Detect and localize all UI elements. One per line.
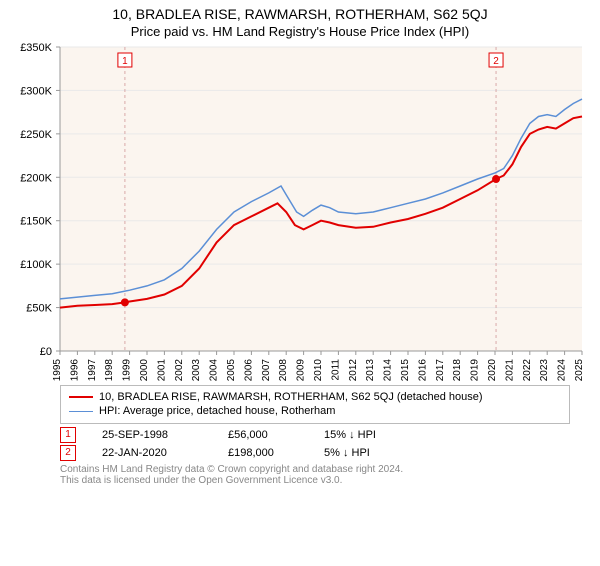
ytick-label: £50K: [26, 303, 52, 315]
xtick-label: 2003: [191, 359, 202, 381]
xtick-label: 2024: [557, 359, 568, 381]
xtick-label: 2011: [330, 359, 341, 381]
legend-swatch: [69, 396, 93, 398]
xtick-label: 2001: [156, 359, 167, 381]
xtick-label: 2010: [313, 359, 324, 381]
xtick-label: 1995: [52, 359, 63, 381]
xtick-label: 2005: [226, 359, 237, 381]
marker-row-price: £198,000: [228, 447, 298, 459]
markers-table: 1 25-SEP-1998 £56,000 15% ↓ HPI 2 22-JAN-2020…: [60, 426, 570, 462]
attribution-line2: This data is licensed under the Open Gov…: [60, 475, 570, 486]
marker-row: 1 25-SEP-1998 £56,000 15% ↓ HPI: [60, 426, 570, 444]
xtick-label: 2014: [383, 359, 394, 381]
chart-title-subtitle: Price paid vs. HM Land Registry's House …: [0, 24, 600, 39]
ytick-label: £0: [40, 346, 52, 358]
chart-title-address: 10, BRADLEA RISE, RAWMARSH, ROTHERHAM, S…: [0, 6, 600, 22]
legend-label: 10, BRADLEA RISE, RAWMARSH, ROTHERHAM, S…: [99, 390, 483, 404]
xtick-label: 2017: [435, 359, 446, 381]
legend: 10, BRADLEA RISE, RAWMARSH, ROTHERHAM, S…: [60, 385, 570, 424]
xtick-label: 2019: [470, 359, 481, 381]
xtick-label: 2013: [365, 359, 376, 381]
xtick-label: 2008: [278, 359, 289, 381]
xtick-label: 2009: [296, 359, 307, 381]
xtick-label: 1997: [87, 359, 98, 381]
xtick-label: 1999: [122, 359, 133, 381]
marker-row-badge: 1: [60, 427, 76, 443]
xtick-label: 2004: [209, 359, 220, 381]
xtick-label: 2015: [400, 359, 411, 381]
ytick-label: £300K: [20, 85, 52, 97]
ytick-label: £350K: [20, 42, 52, 54]
xtick-label: 2018: [452, 359, 463, 381]
marker-badge-number: 2: [493, 56, 499, 67]
marker-row-date: 22-JAN-2020: [102, 447, 202, 459]
marker-row-date: 25-SEP-1998: [102, 429, 202, 441]
xtick-label: 2022: [522, 359, 533, 381]
ytick-label: £200K: [20, 172, 52, 184]
line-chart-svg: £0 £50K £100K £150K £200K £250K £300K £350K 1995…: [0, 41, 600, 381]
xtick-label: 2000: [139, 359, 150, 381]
ytick-label: £250K: [20, 129, 52, 141]
ytick-label: £150K: [20, 216, 52, 228]
xtick-label: 2006: [243, 359, 254, 381]
xtick-label: 2023: [539, 359, 550, 381]
legend-row: HPI: Average price, detached house, Roth…: [69, 404, 561, 418]
plot-background: [60, 47, 582, 351]
xtick-label: 2020: [487, 359, 498, 381]
marker-badge-number: 1: [122, 56, 128, 67]
legend-swatch: [69, 411, 93, 412]
xtick-label: 1996: [69, 359, 80, 381]
chart-area: £0 £50K £100K £150K £200K £250K £300K £350K 1995…: [0, 41, 600, 381]
ytick-label: £100K: [20, 259, 52, 271]
xtick-label: 2002: [174, 359, 185, 381]
marker-dot: [121, 298, 129, 306]
legend-label: HPI: Average price, detached house, Roth…: [99, 404, 335, 418]
marker-row-delta: 5% ↓ HPI: [324, 447, 370, 459]
xtick-label: 2021: [504, 359, 515, 381]
marker-row-delta: 15% ↓ HPI: [324, 429, 376, 441]
xtick-label: 2025: [574, 359, 585, 381]
marker-row-badge: 2: [60, 445, 76, 461]
xtick-label: 2012: [348, 359, 359, 381]
xtick-label: 2016: [417, 359, 428, 381]
legend-row: 10, BRADLEA RISE, RAWMARSH, ROTHERHAM, S…: [69, 390, 561, 404]
marker-row: 2 22-JAN-2020 £198,000 5% ↓ HPI: [60, 444, 570, 462]
marker-dot: [492, 175, 500, 183]
xtick-label: 1998: [104, 359, 115, 381]
attribution-line1: Contains HM Land Registry data © Crown c…: [60, 464, 570, 475]
marker-row-price: £56,000: [228, 429, 298, 441]
xtick-label: 2007: [261, 359, 272, 381]
attribution: Contains HM Land Registry data © Crown c…: [60, 464, 570, 486]
